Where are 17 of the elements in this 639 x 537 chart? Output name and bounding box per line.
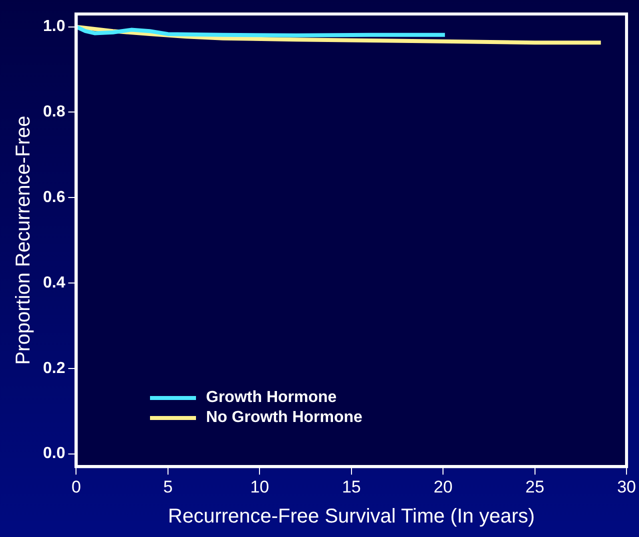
- y-tick-label: 0.0: [42, 445, 66, 462]
- x-tick-label: 5: [163, 477, 173, 496]
- x-tick-label: 15: [342, 477, 361, 496]
- x-axis-title: Recurrence-Free Survival Time (In years): [168, 506, 535, 528]
- x-tick-label: 10: [250, 477, 270, 496]
- y-tick-label: 0.2: [42, 360, 66, 377]
- legend-label: Growth Hormone: [206, 389, 337, 407]
- legend-label: No Growth Hormone: [206, 409, 362, 427]
- y-tick-label: 1.0: [42, 18, 66, 36]
- x-tick-label: 30: [617, 477, 636, 496]
- x-tick-label: 25: [525, 477, 544, 496]
- y-tick-label: 0.4: [42, 274, 66, 292]
- y-axis-title: Proportion Recurrence-Free: [12, 116, 35, 365]
- x-tick-label: 0: [72, 477, 81, 496]
- y-tick-label: 0.8: [42, 104, 66, 121]
- y-tick-label: 0.6: [42, 189, 66, 206]
- x-tick-label: 20: [434, 477, 453, 496]
